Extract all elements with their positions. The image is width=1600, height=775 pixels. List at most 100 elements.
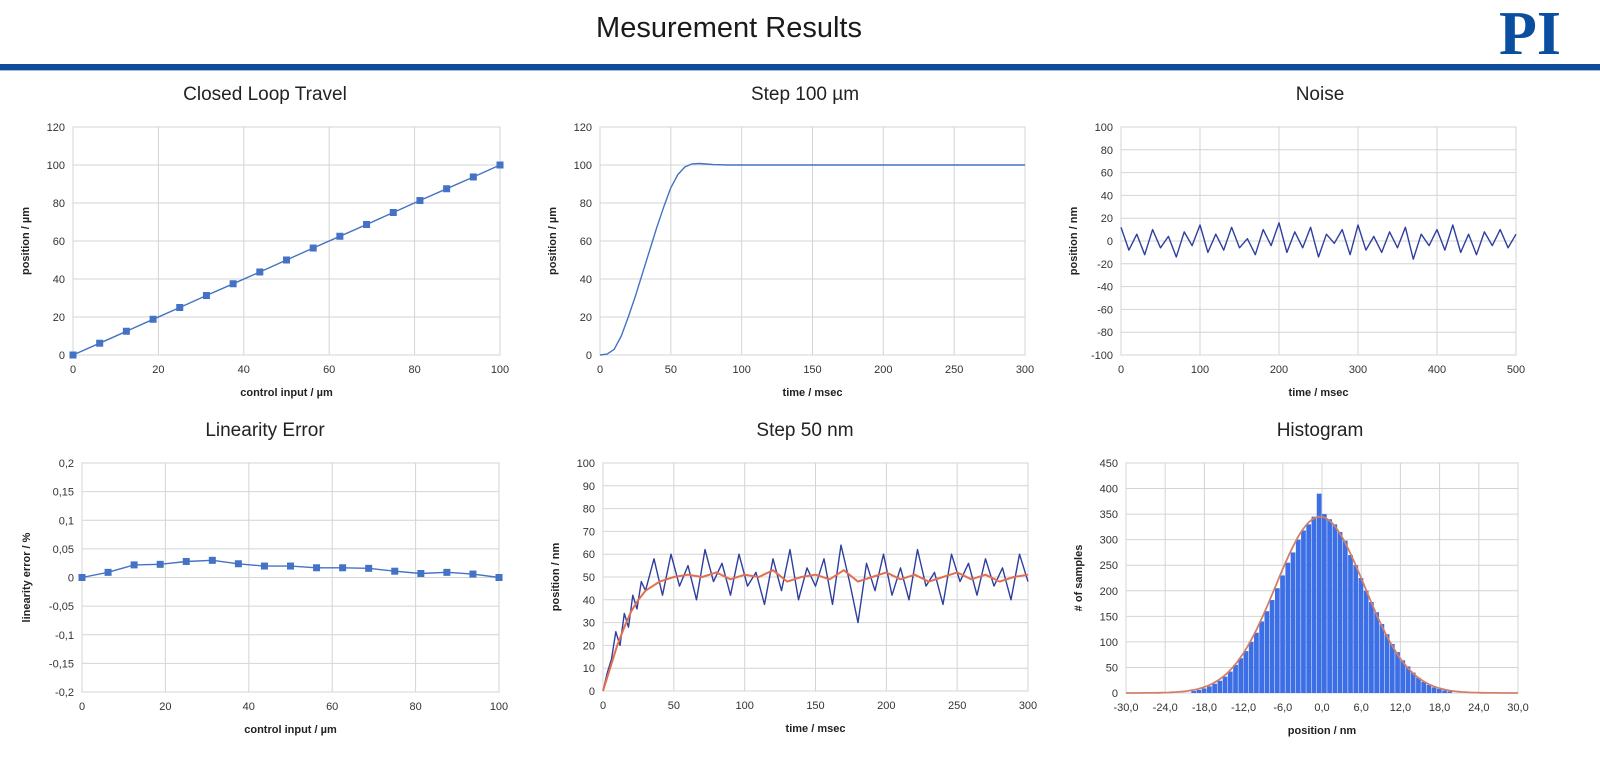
x-tick-label: 60 [326,701,338,713]
y-tick-label: 80 [583,504,595,516]
x-tick-label: -18,0 [1192,702,1217,714]
x-axis-label: control input / µm [244,724,337,736]
y-tick-label: 40 [53,274,65,286]
x-tick-label: 100 [732,364,750,376]
data-point [156,560,164,568]
histogram-bar [1316,493,1322,693]
histogram-bar [1290,552,1296,693]
x-tick-label: -6,0 [1273,702,1292,714]
noise-chart: 0 100 200 300 400 500 -100 -80 -60 -40 -20 0 20 40 60 8… [1068,122,1525,399]
gaussian-fit-line [1126,515,1518,694]
x-tick-label: 300 [1016,364,1034,376]
data-point [208,556,216,564]
x-tick-label: 150 [806,700,824,712]
y-tick-label: 40 [1101,190,1113,202]
x-tick-label: 0,0 [1314,702,1329,714]
x-axis-label: time / msec [783,387,843,399]
data-point [122,327,130,335]
series-line [599,162,1025,356]
histogram-bar [1337,532,1343,693]
x-tick-label: 0 [70,364,76,376]
data-point [336,232,344,240]
series-line [602,544,1029,692]
y-axis-label: position / nm [1068,207,1080,276]
histogram-bar [1254,632,1259,693]
y-tick-label: 0,15 [53,487,74,499]
x-tick-label: 20 [152,364,164,376]
y-tick-label: 350 [1100,509,1118,521]
data-point [229,280,237,288]
data-point [287,562,294,570]
y-tick-label: 20 [580,312,592,324]
x-tick-label: 200 [874,364,892,376]
y-tick-label: 30 [583,618,595,630]
histogram-bar [1222,676,1228,693]
y-tick-label: 0 [586,350,592,362]
histogram-bar [1201,688,1207,693]
x-tick-label: 12,0 [1390,702,1411,714]
x-axis-label: time / msec [786,723,846,735]
histogram-bar [1374,612,1379,693]
y-tick-label: 90 [583,481,595,493]
x-tick-label: 20 [159,701,171,713]
histogram-bar [1322,514,1327,693]
y-tick-label: 0 [68,573,74,585]
data-point [495,574,503,581]
y-tick-label: 0,1 [59,515,74,527]
data-point [176,304,184,311]
x-tick-label: 250 [945,364,963,376]
histogram-bar [1332,524,1338,693]
y-tick-label: 80 [580,198,592,210]
y-tick-label: 80 [1101,145,1113,157]
y-tick-label: 60 [53,236,65,248]
data-point [182,557,190,565]
data-point [96,339,104,347]
histogram-bar [1421,681,1427,693]
histogram-bar [1369,602,1374,693]
histogram-bar [1285,562,1291,693]
histogram-bar [1447,691,1453,693]
y-tick-label: 20 [53,312,65,324]
y-axis-label: position / nm [550,543,562,612]
data-point [234,560,242,568]
y-tick-label: -0,15 [49,658,74,670]
data-point [443,568,451,576]
y-tick-label: 0 [1107,236,1113,248]
y-tick-label: 50 [1106,662,1118,674]
y-axis-label: # of samples [1073,545,1085,612]
y-tick-label: 10 [583,663,595,675]
series-line [602,569,1029,692]
y-tick-label: -60 [1097,304,1113,316]
histogram-chart: -30,0 -24,0 -18,0 -12,0 -6,0 0,0 6,0 12,0 18,0 24… [1073,458,1529,737]
data-point [309,244,317,252]
histogram-bar [1217,680,1223,693]
x-tick-label: 200 [877,700,895,712]
series-line [1120,222,1517,260]
noise-panel: Noise 0 100 200 300 400 500 -100 -80 -60 -40 -20 0 2… [1055,84,1590,414]
y-tick-label: 40 [580,274,592,286]
histogram-bar [1311,516,1317,693]
y-tick-label: 0 [589,686,595,698]
histogram-bar [1416,677,1421,693]
data-point [149,315,157,323]
histogram-panel: Histogram -30,0 -24,0 -18,0 -12,0 -6,0 0,0 6,0… [1055,420,1590,760]
x-tick-label: 100 [1191,364,1209,376]
y-axis-label: linearity error / % [21,532,33,622]
histogram-bar [1426,684,1432,693]
histogram-bar [1431,687,1437,693]
x-tick-label: 30,0 [1507,702,1528,714]
step-50-nm-panel: Step 50 nm 0 50 100 150 200 250 300 0 10 20 30 40 50… [530,420,1050,760]
y-tick-label: 80 [53,198,65,210]
y-tick-label: 250 [1100,560,1118,572]
y-tick-label: -0,1 [55,630,74,642]
data-point [339,564,347,572]
histogram-bar [1259,621,1265,693]
x-tick-label: 100 [735,700,753,712]
y-tick-label: 400 [1100,484,1118,496]
y-tick-label: 100 [574,160,592,172]
histogram-bar [1353,565,1359,693]
chart-title: Linearity Error [205,420,325,441]
y-tick-label: 70 [583,526,595,538]
y-tick-label: 150 [1100,611,1118,623]
y-tick-label: 0,2 [59,458,74,470]
